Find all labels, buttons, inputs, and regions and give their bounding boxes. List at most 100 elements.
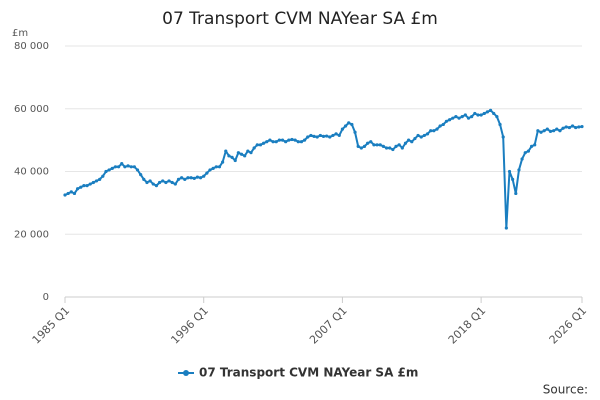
data-point xyxy=(98,177,102,181)
data-point xyxy=(192,176,196,181)
data-point xyxy=(460,114,464,119)
y-tick-label: 20 000 xyxy=(14,229,49,240)
x-tick-label: 2007 Q1 xyxy=(307,304,350,347)
data-point xyxy=(274,140,278,144)
data-point xyxy=(211,166,215,170)
data-point xyxy=(407,138,411,142)
data-point xyxy=(164,180,168,185)
data-point xyxy=(126,164,130,168)
data-point xyxy=(202,174,206,178)
data-point xyxy=(205,171,209,175)
data-point xyxy=(198,176,203,180)
data-point xyxy=(217,165,222,169)
data-point xyxy=(356,144,360,148)
data-point xyxy=(214,165,218,169)
data-point xyxy=(432,129,436,133)
data-point xyxy=(555,127,559,131)
data-point xyxy=(529,144,534,148)
data-point xyxy=(577,125,581,129)
data-point xyxy=(539,130,543,134)
data-point xyxy=(321,134,326,138)
y-tick-label: 0 xyxy=(43,292,49,303)
data-point xyxy=(375,143,379,147)
data-point xyxy=(498,122,502,127)
data-point xyxy=(157,180,162,185)
data-point xyxy=(189,176,193,180)
y-tick-label: 40 000 xyxy=(14,167,49,178)
data-point xyxy=(230,155,234,159)
data-point xyxy=(151,182,155,186)
data-point xyxy=(243,154,247,158)
data-point xyxy=(328,135,332,139)
data-point xyxy=(511,177,515,181)
data-point xyxy=(69,190,73,194)
data-point xyxy=(362,144,367,148)
data-point xyxy=(473,111,477,116)
data-point xyxy=(249,151,253,155)
data-point xyxy=(236,151,240,155)
data-point xyxy=(239,152,244,156)
data-point xyxy=(479,113,483,117)
legend-label: 07 Transport CVM NAYear SA £m xyxy=(199,366,418,380)
data-point xyxy=(302,138,307,142)
data-point xyxy=(296,140,300,144)
data-point xyxy=(394,144,398,148)
data-point xyxy=(410,140,414,144)
data-point xyxy=(485,110,490,114)
data-point xyxy=(312,134,316,138)
data-point xyxy=(488,108,493,112)
data-point xyxy=(113,165,118,169)
data-point xyxy=(451,116,455,120)
data-point xyxy=(132,165,136,169)
data-point xyxy=(306,135,310,139)
data-point xyxy=(91,180,95,185)
data-point xyxy=(280,138,285,142)
data-point xyxy=(79,185,83,189)
data-point xyxy=(492,111,496,116)
data-point xyxy=(88,182,92,186)
data-point xyxy=(438,124,442,128)
data-point xyxy=(517,168,521,172)
data-point xyxy=(246,149,250,153)
data-point xyxy=(107,168,111,172)
data-point xyxy=(495,114,499,119)
data-point xyxy=(101,174,105,178)
x-tick-label: 2026 Q1 xyxy=(547,304,590,347)
data-point xyxy=(76,187,80,191)
data-point xyxy=(94,179,99,183)
data-point xyxy=(277,138,281,142)
data-point xyxy=(258,143,263,147)
data-point xyxy=(463,113,467,117)
data-point xyxy=(526,149,531,153)
data-point xyxy=(391,147,395,152)
data-point xyxy=(284,140,288,144)
data-point xyxy=(482,111,486,116)
data-point xyxy=(388,146,392,150)
data-point xyxy=(567,125,571,130)
data-point xyxy=(340,127,345,131)
data-point xyxy=(343,124,348,128)
data-point xyxy=(470,114,474,119)
data-point xyxy=(353,130,357,134)
data-point xyxy=(221,160,225,164)
data-point xyxy=(186,176,190,180)
x-tick-label: 1985 Q1 xyxy=(30,304,73,347)
data-point xyxy=(536,129,540,133)
data-point xyxy=(287,138,291,142)
data-point xyxy=(142,177,146,181)
data-point xyxy=(542,129,546,133)
data-point xyxy=(378,143,382,147)
data-point xyxy=(416,133,420,138)
data-point xyxy=(290,137,294,142)
data-point xyxy=(564,125,568,129)
data-point xyxy=(208,168,212,172)
data-point xyxy=(422,133,426,138)
data-point xyxy=(570,124,575,128)
data-point xyxy=(318,133,322,138)
data-point xyxy=(548,129,553,133)
data-point xyxy=(366,141,370,145)
data-point xyxy=(66,191,70,196)
data-point xyxy=(271,140,275,144)
data-point xyxy=(523,151,527,155)
